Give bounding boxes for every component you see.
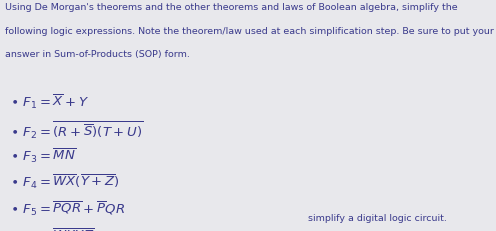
Text: following logic expressions. Note the theorem/law used at each simplification st: following logic expressions. Note the th… [5, 27, 494, 36]
Text: $\bullet\ F_1 = \overline{X} + Y$: $\bullet\ F_1 = \overline{X} + Y$ [10, 92, 89, 111]
Text: $\bullet\ F_6 = \overline{WXYZ}$: $\bullet\ F_6 = \overline{WXYZ}$ [10, 225, 94, 231]
Text: answer in Sum-of-Products (SOP) form.: answer in Sum-of-Products (SOP) form. [5, 50, 190, 59]
Text: simplify a digital logic circuit.: simplify a digital logic circuit. [308, 213, 446, 222]
Text: $\bullet\ F_5 = \overline{PQR} + \overline{P}QR$: $\bullet\ F_5 = \overline{PQR} + \overli… [10, 199, 125, 217]
Text: $\bullet\ F_3 = \overline{MN}$: $\bullet\ F_3 = \overline{MN}$ [10, 146, 76, 164]
Text: Using De Morgan's theorems and the other theorems and laws of Boolean algebra, s: Using De Morgan's theorems and the other… [5, 3, 458, 12]
Text: $\bullet\ F_2 = \overline{(R + \overline{S})(T + U)}$: $\bullet\ F_2 = \overline{(R + \overline… [10, 119, 143, 140]
Text: $\bullet\ F_4 = \overline{WX}(\overline{Y + Z})$: $\bullet\ F_4 = \overline{WX}(\overline{… [10, 172, 120, 190]
